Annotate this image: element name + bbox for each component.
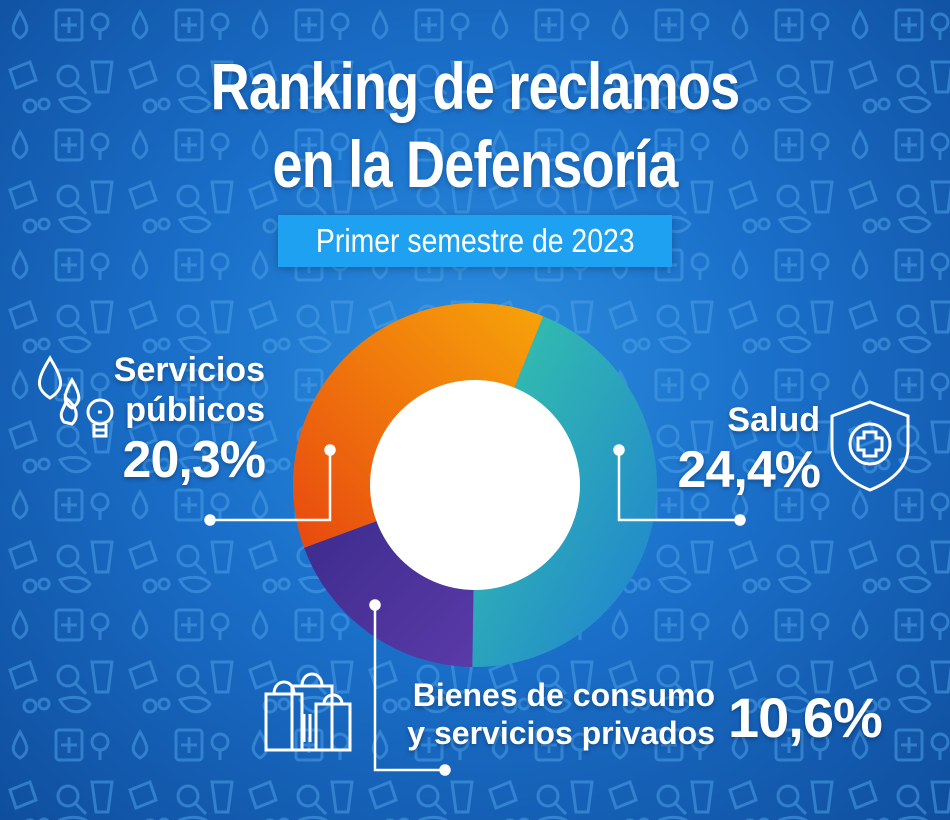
shopping-bags-icon bbox=[264, 672, 352, 752]
leader-dot-servicios-b bbox=[204, 514, 216, 526]
salud-value: 24,4% bbox=[677, 441, 821, 499]
label-salud: Salud 24,4% bbox=[640, 400, 821, 500]
servicios-label-line-1: Servicios bbox=[113, 351, 265, 389]
chart-title-line-2: en la Defensoría bbox=[272, 127, 679, 201]
leader-line-servicios bbox=[210, 450, 332, 522]
shield-cross-icon bbox=[830, 400, 910, 492]
bienes-value: 10,6% bbox=[728, 686, 883, 749]
utilities-icon bbox=[38, 355, 114, 438]
salud-label: Salud bbox=[727, 401, 820, 439]
label-servicios-publicos: Servicios públicos 20,3% bbox=[100, 350, 266, 490]
leader-dot-bienes-a bbox=[369, 599, 381, 611]
subtitle-banner: Primer semestre de 2023 bbox=[278, 215, 672, 267]
leader-line-bienes bbox=[373, 605, 445, 772]
label-bienes-consumo: Bienes de consumo y servicios privados bbox=[380, 676, 715, 752]
servicios-label-line-2: públicos bbox=[125, 391, 265, 429]
donut-hole bbox=[370, 380, 580, 590]
chart-title-line-1: Ranking de reclamos bbox=[210, 49, 741, 123]
leader-dot-bienes-b bbox=[439, 764, 451, 776]
bienes-label-line-2: y servicios privados bbox=[407, 715, 715, 751]
leader-dot-servicios-a bbox=[324, 444, 336, 456]
servicios-value: 20,3% bbox=[122, 431, 266, 489]
bienes-label-line-1: Bienes de consumo bbox=[412, 677, 715, 713]
leader-line-salud bbox=[617, 450, 740, 522]
subtitle-text: Primer semestre de 2023 bbox=[315, 222, 635, 259]
label-bienes-value: 10,6% bbox=[728, 688, 888, 748]
leader-dot-salud-a bbox=[613, 444, 625, 456]
leader-dot-salud-b bbox=[734, 514, 746, 526]
